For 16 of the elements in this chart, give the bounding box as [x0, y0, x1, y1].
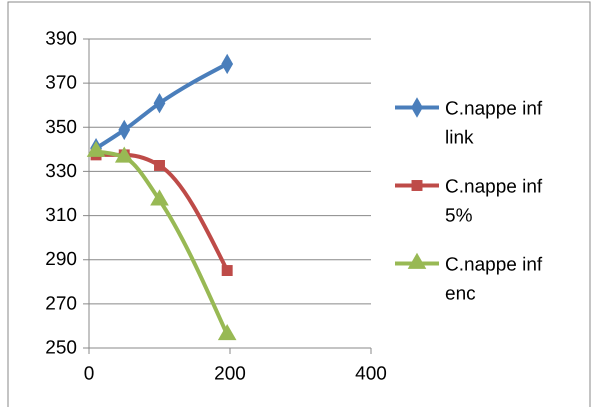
legend-label: C.nappe inf 5%	[445, 176, 543, 226]
legend-label: C.nappe inf link	[445, 98, 543, 148]
y-tick-label: 290	[45, 249, 77, 270]
y-tick-label: 270	[45, 293, 77, 314]
x-tick-label: 0	[84, 364, 94, 384]
point	[218, 324, 236, 340]
x-tick-label: 200	[214, 364, 246, 384]
y-tick-label: 250	[45, 338, 77, 358]
y-tick-label: 390	[45, 28, 77, 50]
y-tick-label: 350	[45, 116, 77, 138]
x-tick-label: 400	[355, 364, 387, 384]
y-tick-label: 370	[45, 72, 77, 94]
legend-label: C.nappe inf enc	[445, 254, 543, 304]
point	[154, 160, 165, 171]
y-tick-label: 310	[45, 205, 77, 226]
y-tick-label: 330	[45, 160, 77, 182]
